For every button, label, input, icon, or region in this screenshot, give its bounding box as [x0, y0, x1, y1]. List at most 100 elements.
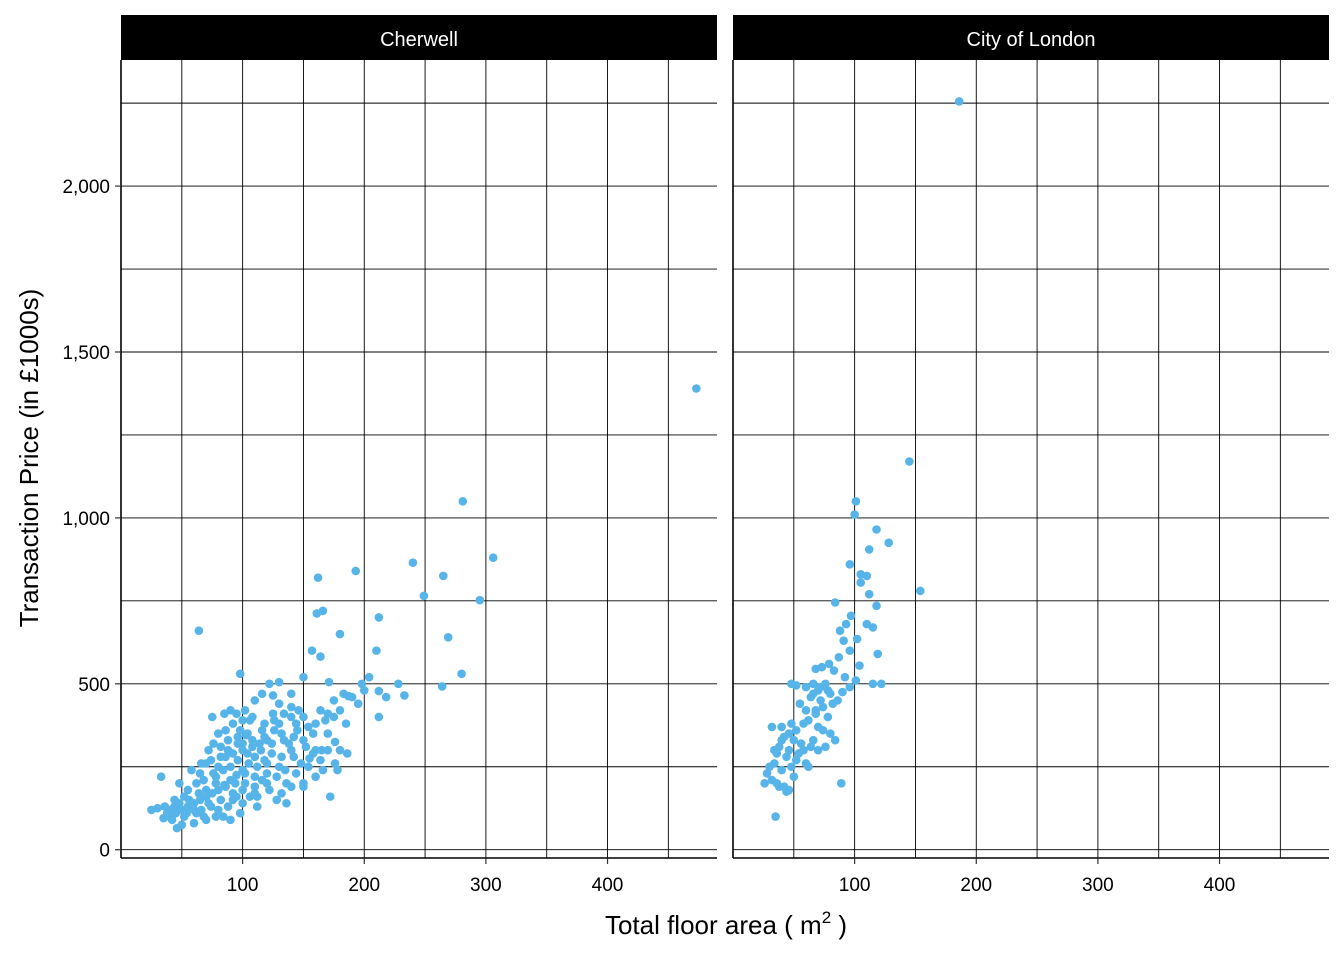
- data-point: [238, 785, 247, 795]
- data-point: [223, 802, 233, 811]
- data-point: [767, 722, 777, 732]
- x-tick-label: 100: [839, 875, 871, 896]
- data-point: [207, 712, 217, 722]
- y-tick-label: 1,000: [62, 509, 110, 530]
- data-point: [408, 558, 418, 567]
- data-point: [248, 742, 257, 752]
- data-point: [307, 646, 317, 655]
- data-point: [851, 676, 861, 685]
- panel-strip-label: Cherwell: [380, 29, 458, 51]
- data-point: [877, 679, 886, 689]
- data-point: [808, 735, 818, 745]
- data-point: [475, 595, 485, 605]
- data-point: [299, 735, 308, 745]
- panel-strip: [121, 15, 717, 60]
- data-point: [235, 669, 245, 679]
- data-point: [268, 709, 278, 718]
- data-point: [216, 795, 226, 805]
- data-point: [765, 762, 774, 772]
- data-point: [833, 696, 842, 705]
- data-point: [189, 805, 199, 815]
- data-point: [760, 779, 769, 788]
- data-point: [692, 384, 701, 393]
- data-point: [347, 692, 357, 702]
- data-point: [216, 742, 226, 752]
- data-point: [238, 798, 247, 808]
- data-point: [818, 725, 828, 735]
- data-point: [195, 769, 205, 778]
- data-point: [250, 696, 260, 705]
- data-point: [954, 97, 964, 106]
- data-point: [799, 719, 808, 728]
- data-point: [156, 772, 166, 782]
- data-point: [279, 735, 289, 745]
- data-point: [274, 677, 284, 687]
- data-point: [245, 792, 255, 801]
- data-point: [147, 805, 156, 815]
- data-point: [829, 666, 839, 675]
- data-point: [862, 571, 872, 581]
- data-point: [777, 735, 786, 745]
- data-point: [784, 745, 794, 755]
- data-point: [856, 578, 866, 587]
- data-point: [248, 735, 257, 745]
- data-point: [194, 788, 204, 798]
- data-point: [841, 619, 851, 629]
- data-point: [789, 735, 799, 745]
- data-point: [795, 699, 805, 709]
- data-point: [256, 745, 266, 755]
- data-point: [333, 765, 342, 775]
- data-point: [201, 785, 211, 795]
- data-point: [240, 706, 250, 715]
- data-point: [244, 759, 254, 768]
- data-point: [835, 626, 845, 636]
- data-point: [257, 689, 267, 699]
- data-point: [252, 762, 262, 772]
- data-point: [845, 682, 855, 692]
- data-point: [317, 745, 326, 755]
- data-point: [823, 686, 833, 695]
- data-point: [817, 662, 827, 672]
- data-point: [311, 719, 320, 728]
- data-point: [211, 779, 221, 788]
- data-point: [304, 722, 313, 732]
- data-point: [329, 696, 339, 705]
- data-point: [268, 691, 278, 700]
- data-point: [323, 745, 333, 755]
- data-point: [791, 681, 801, 690]
- y-tick-label: 500: [78, 675, 110, 696]
- data-point: [777, 765, 786, 775]
- data-point: [840, 672, 850, 682]
- data-point: [255, 739, 264, 748]
- data-point: [351, 566, 361, 576]
- data-point: [233, 732, 243, 742]
- panel-strip-label: City of London: [967, 29, 1096, 51]
- data-point: [789, 772, 799, 782]
- x-tick-label: 100: [227, 875, 259, 896]
- data-point: [316, 652, 325, 661]
- data-point: [214, 805, 223, 815]
- data-point: [170, 795, 179, 805]
- data-point: [267, 739, 277, 748]
- data-point: [850, 510, 859, 519]
- data-point: [189, 818, 199, 828]
- data-point: [221, 782, 230, 791]
- data-point: [312, 609, 322, 618]
- data-point: [250, 782, 260, 791]
- data-point: [252, 802, 262, 811]
- data-point: [801, 682, 811, 692]
- data-point: [277, 752, 286, 762]
- data-point: [321, 715, 330, 725]
- data-point: [175, 779, 184, 788]
- data-point: [437, 682, 447, 691]
- data-point: [458, 497, 468, 506]
- data-point: [357, 679, 367, 689]
- data-point: [782, 752, 791, 762]
- data-point: [808, 679, 818, 689]
- data-point: [238, 739, 247, 748]
- data-point: [845, 646, 855, 655]
- data-point: [262, 769, 272, 778]
- data-point: [762, 769, 772, 778]
- data-point: [374, 712, 384, 722]
